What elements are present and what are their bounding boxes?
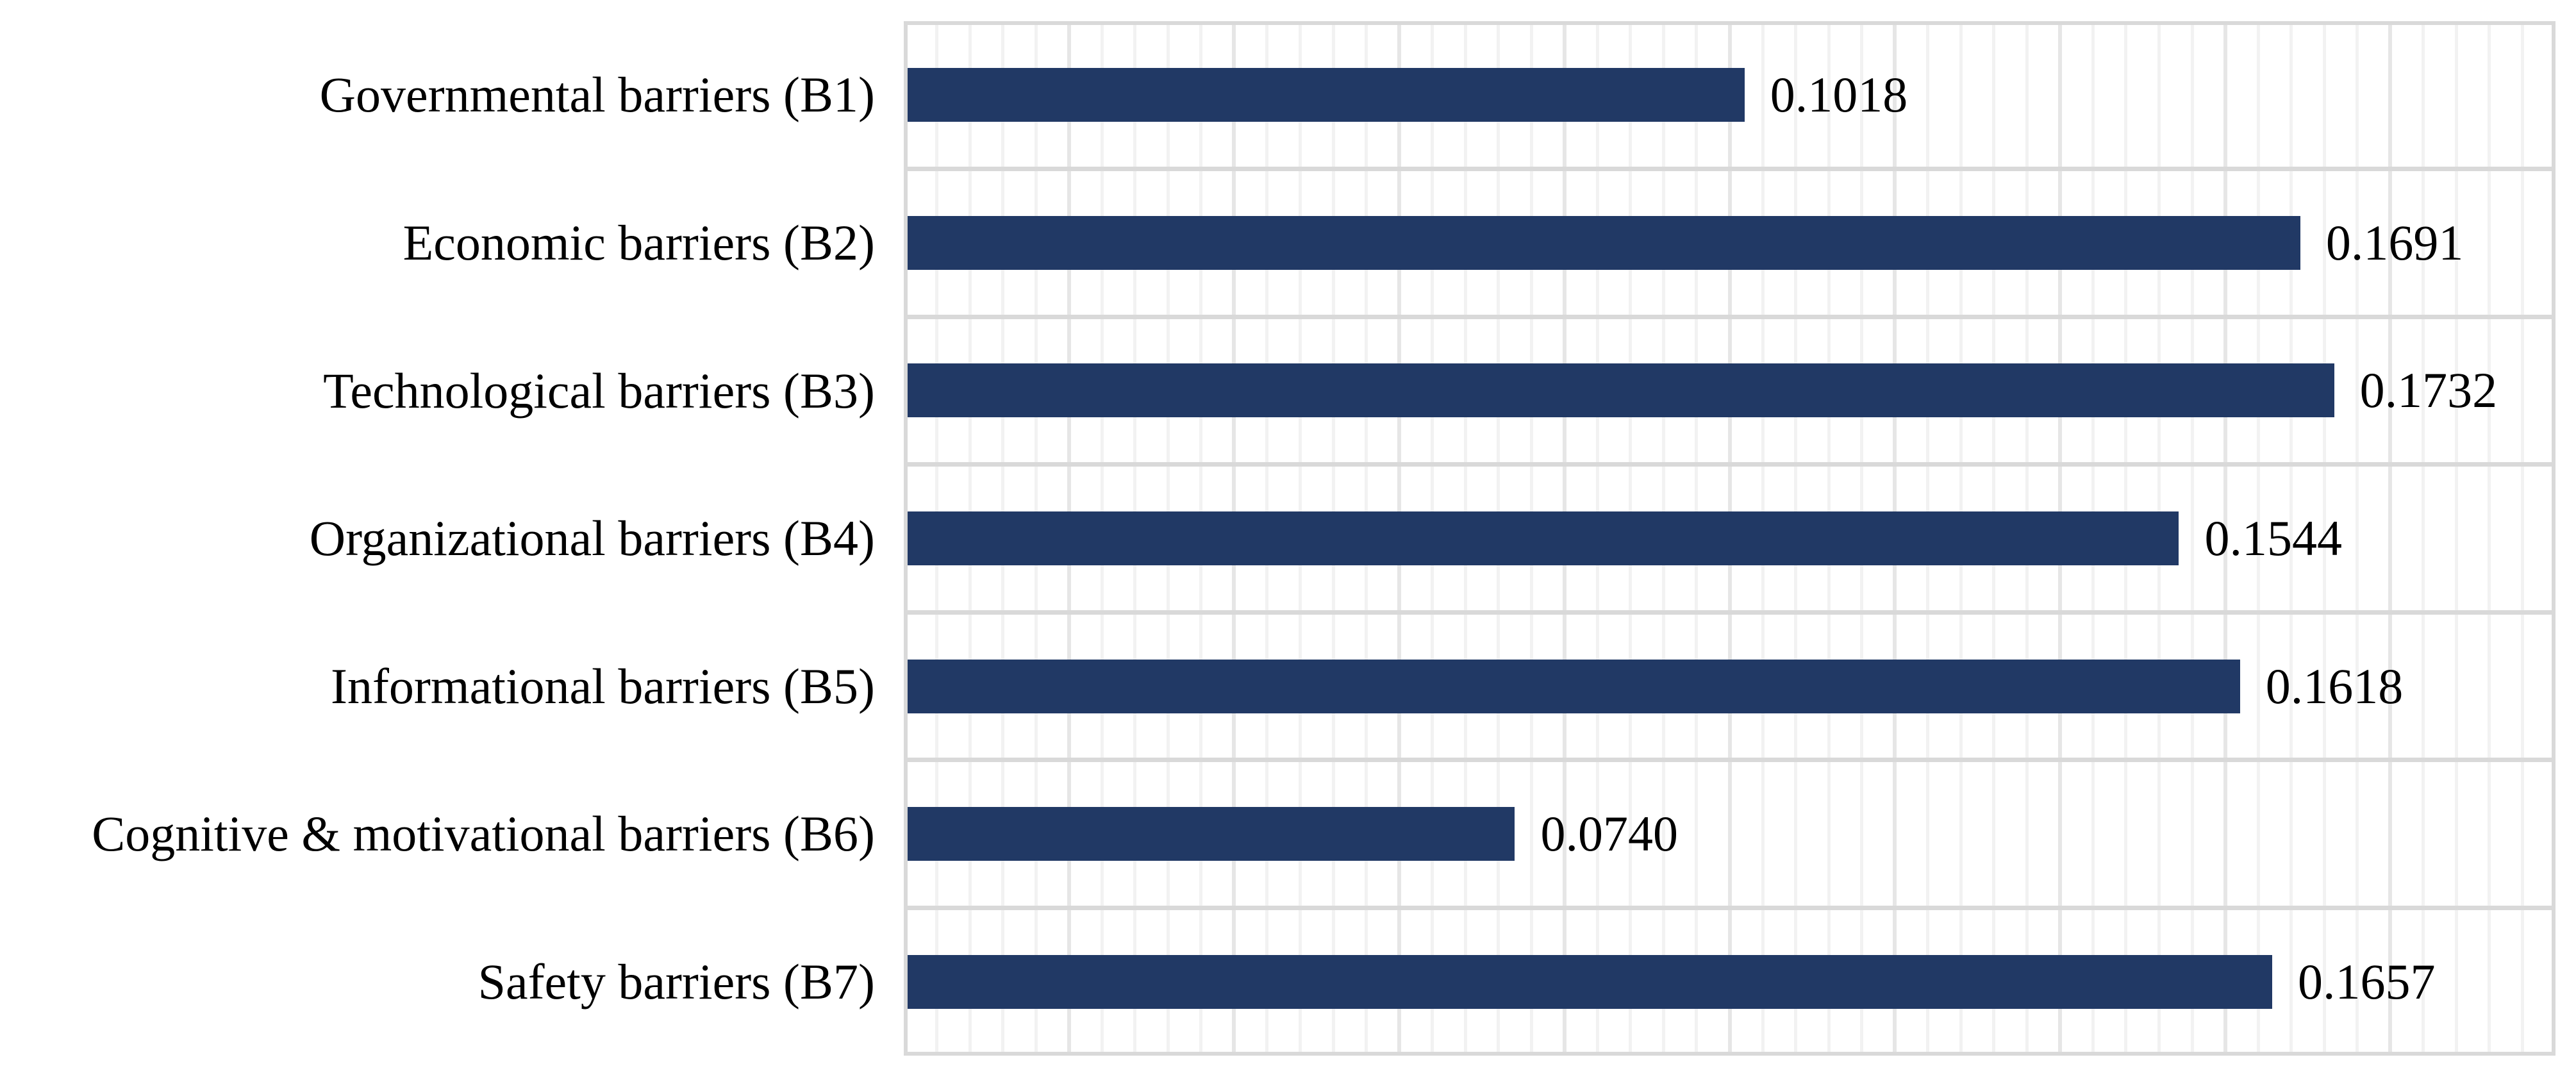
category-gridline (904, 758, 2555, 763)
category-label: Organizational barriers (B4) (309, 510, 875, 567)
category-label: Governmental barriers (B1) (319, 67, 875, 123)
value-label: 0.1732 (2359, 362, 2498, 419)
bar (904, 68, 1745, 122)
bar (904, 215, 2300, 270)
category-gridline (904, 462, 2555, 467)
value-label: 0.1618 (2265, 658, 2404, 714)
category-label: Informational barriers (B5) (330, 658, 875, 714)
value-label: 0.1018 (1770, 67, 1908, 123)
category-label: Economic barriers (B2) (403, 215, 875, 270)
category-label: Cognitive & motivational barriers (B6) (92, 806, 875, 862)
minor-gridline (2488, 21, 2491, 1056)
value-label: 0.1544 (2204, 510, 2342, 566)
bar (904, 363, 2334, 418)
bar (904, 659, 2240, 713)
plot-area: 0.1018 0.1691 0.1732 0.1544 0.1618 0.0740 0.16… (904, 21, 2555, 1056)
major-gridline (2388, 21, 2393, 1056)
category-gridline (904, 314, 2555, 319)
category-gridline (904, 610, 2555, 615)
bar (904, 807, 1515, 861)
minor-gridline (2356, 21, 2359, 1056)
minor-gridline (2322, 21, 2326, 1056)
category-gridline (904, 905, 2555, 910)
bar (904, 511, 2179, 565)
major-gridline (2223, 21, 2227, 1056)
category-label: Technological barriers (B3) (323, 362, 875, 419)
minor-gridline (2520, 21, 2524, 1056)
minor-gridline (2422, 21, 2425, 1056)
minor-gridline (2256, 21, 2260, 1056)
minor-gridline (2190, 21, 2194, 1056)
category-label: Safety barriers (B7) (478, 953, 875, 1009)
value-label: 0.1657 (2298, 953, 2436, 1009)
bar (904, 954, 2273, 1009)
minor-gridline (2454, 21, 2458, 1056)
value-label: 0.0740 (1540, 806, 1678, 862)
minor-gridline (2289, 21, 2293, 1056)
category-gridline (904, 167, 2555, 172)
value-label: 0.1691 (2325, 214, 2464, 270)
